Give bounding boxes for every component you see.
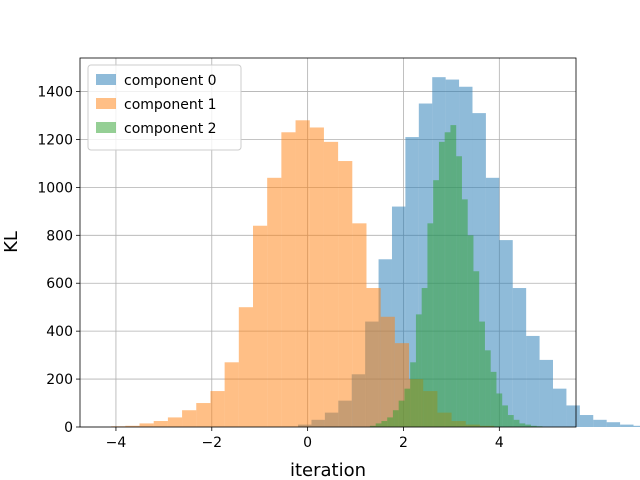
histogram-bar (167, 417, 183, 427)
histogram-bar (507, 415, 514, 427)
histogram-bar (606, 422, 621, 427)
y-tick-label: 400 (46, 324, 73, 340)
series-2-bars (369, 125, 543, 427)
histogram-bar (392, 410, 399, 427)
histogram-bar (410, 362, 416, 427)
histogram-bar (295, 120, 310, 427)
histogram-bar (620, 424, 634, 427)
legend: component 0 component 1 component 2 (87, 64, 242, 151)
histogram-bar (593, 419, 607, 427)
legend-label: component 1 (124, 97, 217, 113)
x-axis-ticks: −4 −2 0 2 4 (106, 427, 504, 451)
histogram-bar (238, 307, 254, 427)
histogram-bar (415, 314, 422, 427)
y-axis-label: KL (1, 231, 22, 253)
histogram-bar (450, 125, 457, 427)
y-tick-label: 1000 (37, 180, 73, 196)
histogram-bar (153, 421, 168, 427)
histogram-bar (502, 405, 508, 427)
histogram-bar (404, 388, 411, 427)
histogram-bar (366, 288, 381, 427)
histogram-bar (479, 321, 485, 427)
plot-area-frame (79, 57, 577, 428)
legend-swatch (96, 98, 116, 109)
histogram-bar (519, 423, 526, 427)
histogram-bar (309, 127, 324, 428)
y-tick-label: 0 (64, 420, 73, 436)
legend-swatch (96, 74, 116, 85)
histogram-bar (525, 424, 531, 427)
histogram-bar (381, 421, 388, 427)
histogram-bar (579, 415, 594, 427)
histogram-bar (467, 235, 474, 427)
histogram-bar (281, 132, 296, 427)
y-tick-label: 800 (46, 228, 73, 244)
histogram-bar (552, 388, 567, 427)
histogram-bar (512, 288, 527, 427)
y-tick-label: 1200 (37, 132, 73, 148)
histogram-bar (253, 225, 268, 427)
histogram-bar (513, 419, 520, 427)
legend-label: component 2 (124, 121, 217, 137)
histogram-bar (633, 425, 640, 427)
histogram-bar (490, 371, 497, 427)
histogram-bar (526, 335, 540, 427)
x-tick-label: 2 (399, 435, 408, 451)
histogram-bar (530, 425, 537, 427)
histogram-bar (499, 240, 513, 427)
x-tick-label: −4 (106, 435, 127, 451)
histogram-bar (375, 423, 382, 427)
histogram-bar (352, 223, 367, 427)
histogram-bar (182, 410, 197, 427)
y-tick-label: 200 (46, 372, 73, 388)
histogram-bar (398, 400, 405, 427)
y-tick-label: 1400 (37, 85, 73, 101)
histogram-bar (444, 132, 451, 427)
histogram-bar (539, 359, 553, 427)
x-tick-label: 0 (303, 435, 312, 451)
histogram-bar (496, 393, 503, 427)
legend-box (87, 64, 242, 151)
histogram-bars (111, 77, 640, 428)
histogram-bar (473, 271, 480, 427)
histogram-bar (369, 425, 376, 427)
legend-label: component 0 (124, 73, 217, 89)
histogram-bar (210, 391, 225, 427)
histogram-bar (387, 417, 393, 427)
histogram-bar (125, 425, 140, 427)
histogram-bar (484, 350, 491, 427)
histogram-bar (380, 316, 395, 427)
histogram-bar (456, 156, 462, 427)
legend-swatch (96, 122, 116, 133)
histogram-bar (461, 199, 468, 427)
histogram-bar (438, 141, 445, 427)
x-tick-label: 4 (495, 435, 504, 451)
y-tick-label: 600 (46, 276, 73, 292)
histogram-bar (421, 288, 428, 427)
histogram-bar (338, 161, 353, 427)
histogram-bar (427, 223, 434, 427)
x-tick-label: −2 (201, 435, 222, 451)
histogram-bar (224, 362, 239, 427)
histogram-bar (323, 141, 339, 427)
histogram-bar (139, 423, 154, 427)
histogram-bar (433, 180, 439, 427)
histogram-bar (566, 405, 580, 427)
x-axis-label: iteration (290, 460, 366, 480)
histogram-bar (196, 403, 211, 427)
y-axis-ticks: 0 200 400 600 800 1000 1200 1400 (37, 85, 80, 436)
histogram-bar (267, 177, 282, 427)
